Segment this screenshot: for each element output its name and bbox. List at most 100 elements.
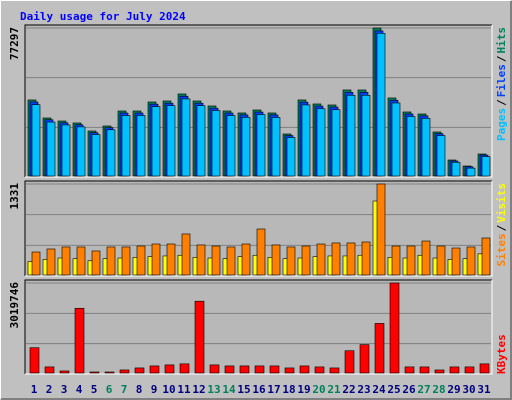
bar [106,129,116,177]
bar [89,371,100,374]
x-tick-label: 25 [387,383,400,396]
x-tick-label: 2 [46,383,53,396]
bar [151,243,161,276]
x-tick-label: 15 [237,383,250,396]
bar [374,323,385,374]
bar [136,115,146,177]
bar [46,248,56,276]
bar [451,162,461,177]
legend: Pages/Files/Hits [495,27,508,141]
plot-area [25,280,492,374]
bar [389,282,400,374]
legend-separator: / [495,99,508,106]
x-tick-label: 29 [447,383,460,396]
bar [121,115,131,177]
bar [226,115,236,177]
legend-separator: / [495,55,508,62]
bar [239,365,250,374]
x-tick-label: 26 [402,383,416,396]
bar [76,126,86,177]
bar [466,167,476,177]
panel-bevel [25,280,493,375]
bar [479,363,490,374]
bar [421,240,431,276]
bar [344,350,355,374]
bar [61,124,71,177]
bar [91,250,101,276]
bar [31,251,41,276]
x-tick-label: 20 [312,383,325,396]
bar [181,98,191,177]
x-tick-label: 13 [207,383,220,396]
x-tick-label: 31 [477,383,491,396]
x-tick-label: 17 [267,383,280,396]
bar [166,243,176,276]
bar [256,114,266,177]
bar [104,371,115,374]
bar [59,370,70,374]
bar [119,369,130,374]
bar [284,367,295,374]
bar [194,300,205,374]
bar [211,245,221,276]
bar [179,363,190,374]
bar [346,242,356,276]
bar [61,246,71,276]
x-tick-label: 4 [76,383,83,396]
bar [286,246,296,276]
bar [406,245,416,276]
x-tick-label: 14 [222,383,236,396]
bar [434,369,445,374]
x-tick-label: 19 [297,383,310,396]
y-tick-label: 77297 [8,27,21,60]
panel-bevel [24,24,492,177]
bar [286,137,296,177]
bar [316,108,326,177]
bar [406,116,416,177]
x-tick-label: 11 [177,383,191,396]
bar [241,117,251,177]
bar [299,365,310,374]
bar [121,246,131,276]
bar [151,106,161,177]
bar [346,94,356,177]
bar [106,246,116,276]
bar [331,109,341,177]
panel-bevel [24,279,492,374]
x-tick-label: 21 [327,383,341,396]
bar [301,104,311,177]
bar [329,367,340,374]
legend-entry: Hits [495,27,508,54]
bar [166,105,176,177]
bar [361,241,371,276]
bar [256,228,266,276]
bar [331,242,341,276]
bar [301,245,311,276]
bar [419,366,430,374]
legend-entry: Pages [495,108,508,141]
legend-entry: Sites [495,233,508,266]
bar [74,307,85,374]
bar [316,243,326,276]
bar [224,365,235,374]
x-tick-label: 28 [432,383,445,396]
bar [44,366,55,374]
bar [464,366,475,374]
x-tick-label: 3 [61,383,68,396]
bar [404,366,415,374]
bar [449,366,460,374]
x-tick-label: 10 [162,383,175,396]
x-tick-label: 1 [31,383,38,396]
bar [271,117,281,177]
bar [181,233,191,276]
bar [376,183,386,276]
bar [436,245,446,276]
x-tick-label: 23 [357,383,370,396]
legend: KBytes [495,334,508,374]
x-tick-label: 30 [462,383,475,396]
x-tick-label: 24 [372,383,386,396]
x-tick-label: 12 [192,383,205,396]
bar [451,247,461,276]
bar [31,104,41,177]
